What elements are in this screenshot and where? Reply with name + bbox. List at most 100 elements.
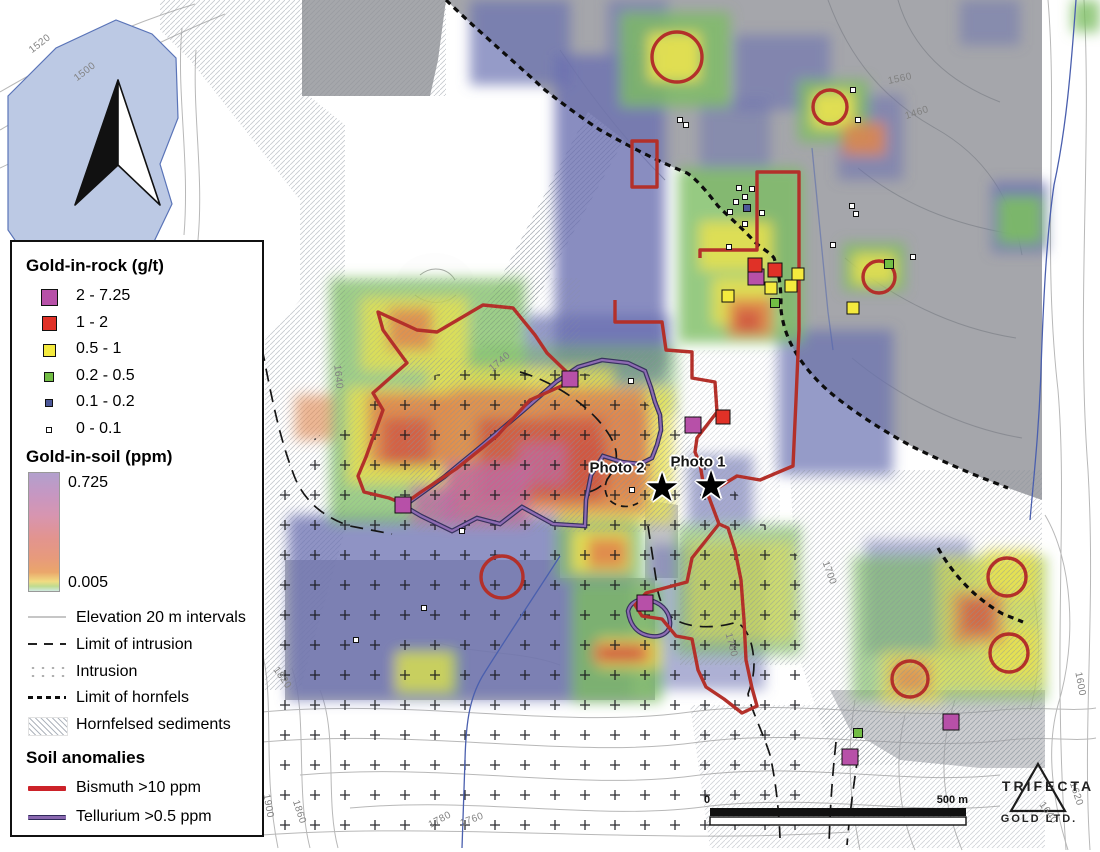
rock-sample-marker <box>830 242 836 248</box>
rock-class-swatch <box>45 399 53 408</box>
limit-of-hornfels-lines <box>444 0 1024 624</box>
legend-feature-row: Intrusion <box>28 662 248 686</box>
legend-feature-label: Elevation 20 m intervals <box>76 609 246 626</box>
rock-sample-marker <box>726 244 732 250</box>
photo-star-icon: ★ <box>644 466 680 510</box>
rock-sample-marker <box>749 186 755 192</box>
rock-sample-marker <box>677 117 683 123</box>
rock-class-label: 0.5 - 1 <box>76 340 122 358</box>
scalebar-right-label: 500 m <box>936 794 968 806</box>
legend-feature-label: Intrusion <box>76 662 138 680</box>
rock-sample-marker <box>853 211 859 217</box>
dots-swatch <box>28 663 66 680</box>
rock-class-label: 2 - 7.25 <box>76 287 131 304</box>
map-legend: Gold-in-rock (g/t) 2 - 7.25 1 - 2 0.5 - 1 0… <box>10 240 264 837</box>
rock-class-swatch <box>41 316 57 332</box>
rock-sample-marker <box>736 185 742 191</box>
rock-sample-marker <box>747 257 763 273</box>
scalebar-left-label: 0 <box>704 794 711 806</box>
rock-sample-marker <box>846 301 860 315</box>
legend-soil-title: Gold-in-soil (ppm) <box>26 447 173 466</box>
rock-sample-marker <box>742 194 748 200</box>
rock-sample-marker <box>850 87 856 93</box>
rock-sample-marker <box>561 370 579 388</box>
rock-sample-marker <box>764 281 778 295</box>
rock-class-swatch <box>46 427 52 433</box>
rock-class-row: 0.5 - 1 <box>28 339 248 363</box>
rock-sample-marker <box>742 221 748 227</box>
rock-class-label: 0 - 0.1 <box>76 420 122 437</box>
anomaly-line-swatch <box>28 815 66 820</box>
rock-class-swatch <box>40 288 58 306</box>
soil-anomaly-row: Bismuth >10 ppm <box>28 778 248 802</box>
rock-sample-marker <box>853 728 863 738</box>
photo-location-label: Photo 2 <box>589 459 645 477</box>
soil-anomaly-label: Bismuth >10 ppm <box>76 779 201 796</box>
soil-gradient-bar <box>28 472 60 592</box>
rock-sample-marker <box>353 637 359 643</box>
legend-feature-label: Limit of hornfels <box>76 689 189 707</box>
trifecta-logo-subtitle: GOLD LTD. <box>1000 813 1078 825</box>
photo-location-label: Photo 1 <box>670 453 726 471</box>
rock-sample-marker <box>459 528 465 534</box>
rock-class-swatch <box>44 371 54 382</box>
bolddash-swatch <box>28 696 66 700</box>
hatch-swatch <box>28 717 68 737</box>
rock-sample-marker <box>394 496 412 514</box>
soil-anomaly-label: Tellurium >0.5 ppm <box>76 808 212 825</box>
rock-sample-marker <box>727 209 733 215</box>
rock-class-swatch-box <box>30 419 68 441</box>
rock-sample-marker <box>629 487 635 493</box>
rock-sample-marker <box>767 262 783 278</box>
rock-sample-marker <box>715 409 731 425</box>
trifecta-logo-triangle <box>1009 761 1067 813</box>
rock-class-row: 2 - 7.25 <box>28 286 248 310</box>
streams <box>461 0 1077 849</box>
legend-feature-row: Limit of hornfels <box>28 688 248 712</box>
rock-sample-marker <box>770 298 780 308</box>
rock-sample-marker <box>743 204 751 212</box>
rock-sample-marker <box>910 254 916 260</box>
soil-anomaly-row: Tellurium >0.5 ppm <box>28 807 248 831</box>
photo-star-icon: ★ <box>693 464 729 508</box>
rock-class-row: 0.1 - 0.2 <box>28 392 248 416</box>
legend-feature-label: Limit of intrusion <box>76 635 193 653</box>
legend-feature-row: Elevation 20 m intervals <box>28 608 248 632</box>
rock-sample-marker <box>841 748 859 766</box>
rock-sample-marker <box>791 267 805 281</box>
rock-sample-marker <box>421 605 427 611</box>
soil-max-label: 0.725 <box>68 474 109 491</box>
trifecta-logo-name: TRIFECTA <box>1001 778 1095 794</box>
legend-feature-label: Hornfelsed sediments <box>76 716 231 734</box>
dashed-swatch <box>28 642 66 645</box>
rock-class-swatch-box <box>30 286 68 308</box>
rock-sample-marker <box>942 713 960 731</box>
rock-class-row: 0.2 - 0.5 <box>28 366 248 390</box>
rock-sample-marker <box>759 210 765 216</box>
rock-class-swatch-box <box>30 339 68 361</box>
legend-rock-title: Gold-in-rock (g/t) <box>26 256 164 275</box>
rock-sample-marker <box>636 594 654 612</box>
rock-class-swatch-box <box>30 392 68 414</box>
contour-swatch <box>28 616 66 618</box>
rock-sample-marker <box>855 117 861 123</box>
rock-class-swatch-box <box>30 366 68 388</box>
rock-class-swatch-box <box>30 313 68 335</box>
legend-feature-row: Hornfelsed sediments <box>28 715 248 739</box>
rock-sample-marker <box>628 378 634 384</box>
soil-min-label: 0.005 <box>68 574 109 591</box>
rock-sample-marker <box>784 279 798 293</box>
rock-sample-marker <box>684 416 702 434</box>
rock-sample-marker <box>849 203 855 209</box>
rock-class-row: 1 - 2 <box>28 313 248 337</box>
legend-anomalies-title: Soil anomalies <box>26 748 146 767</box>
north-arrow-icon <box>74 79 161 206</box>
anomaly-line-swatch <box>28 786 66 791</box>
intrusion-crosses <box>262 362 815 845</box>
rock-class-label: 0.2 - 0.5 <box>76 366 135 384</box>
rock-class-label: 1 - 2 <box>76 313 109 331</box>
rock-class-swatch <box>42 343 56 357</box>
rock-sample-marker <box>884 259 894 269</box>
